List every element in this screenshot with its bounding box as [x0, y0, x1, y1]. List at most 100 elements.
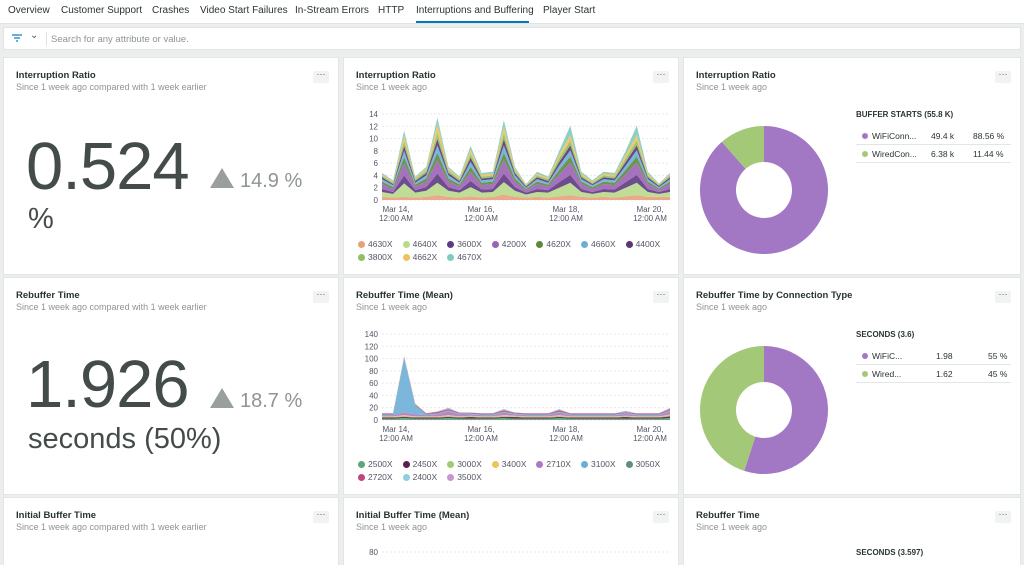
billboard-unit: %: [28, 203, 54, 235]
legend-item-2710X[interactable]: 2710X: [536, 459, 571, 472]
legend-label: 4640X: [412, 239, 438, 249]
legend-dot: [491, 461, 499, 468]
legend-item-3000X[interactable]: 3000X: [447, 459, 482, 472]
y-tick-label: 2: [374, 184, 379, 193]
series-area-2710X[interactable]: [382, 411, 670, 417]
x-tick-label: 12:00 AM: [464, 434, 498, 443]
series-area-3000X[interactable]: [382, 415, 670, 418]
legend-item-4200X[interactable]: 4200X: [491, 239, 526, 252]
x-tick-label: Mar 18,: [552, 425, 579, 434]
filter-bar: ⌄: [3, 27, 1021, 50]
card-menu-button[interactable]: ···: [313, 290, 329, 303]
legend-item-2720X[interactable]: 2720X: [358, 472, 393, 485]
legend-item-2450X[interactable]: 2450X: [402, 459, 438, 472]
x-tick-label: 12:00 AM: [379, 214, 413, 223]
x-tick-label: Mar 20,: [636, 205, 663, 214]
card-menu-button[interactable]: ···: [995, 510, 1011, 523]
table-row[interactable]: WiredCon... 6.38 k 11.44 %: [856, 145, 1011, 163]
tab-in-stream-errors[interactable]: In-Stream Errors: [295, 5, 369, 16]
table-row[interactable]: Wired... 1.62 45 %: [856, 365, 1011, 383]
tab-crashes[interactable]: Crashes: [152, 5, 190, 16]
tab-bar: Overview Customer Support Crashes Video …: [0, 0, 1024, 24]
series-area-2400X[interactable]: [382, 356, 670, 414]
search-input[interactable]: [51, 31, 951, 47]
legend-item-3400X[interactable]: 3400X: [491, 459, 526, 472]
card-title: Interruption Ratio: [696, 70, 776, 81]
legend-dot: [402, 461, 410, 468]
interruption-ratio-area-card: Interruption Ratio Since 1 week ago ··· …: [343, 57, 679, 275]
pie-slice-1[interactable]: [721, 126, 764, 169]
series-area-4630X[interactable]: [382, 194, 670, 200]
pie-slice-0[interactable]: [700, 126, 828, 254]
series-area-3050X[interactable]: [382, 357, 670, 415]
tab-video-start-failures[interactable]: Video Start Failures: [200, 5, 288, 16]
card-menu-button[interactable]: ···: [653, 510, 669, 523]
series-area-3100X[interactable]: [382, 358, 670, 416]
legend-dot: [491, 241, 499, 248]
rebuffer-seconds-donut-chart: [700, 346, 828, 474]
y-tick-label: 140: [365, 330, 379, 339]
legend-item-3100X[interactable]: 3100X: [580, 459, 616, 472]
legend-item-3500X[interactable]: 3500X: [447, 472, 482, 485]
legend-item-4660X[interactable]: 4660X: [580, 239, 616, 252]
legend-item-4630X[interactable]: 4630X: [358, 239, 393, 252]
tab-overview[interactable]: Overview: [8, 5, 50, 16]
series-area-3400X[interactable]: [382, 414, 670, 417]
legend-item-3050X[interactable]: 3050X: [625, 459, 660, 472]
pie-slice-0[interactable]: [744, 346, 828, 474]
x-tick-label: 12:00 AM: [633, 214, 667, 223]
x-tick-label: Mar 20,: [636, 425, 663, 434]
card-menu-button[interactable]: ···: [313, 70, 329, 83]
card-menu-button[interactable]: ···: [313, 510, 329, 523]
y-tick-label: 100: [365, 355, 379, 364]
series-area-4200X[interactable]: [382, 160, 670, 193]
y-tick-label: 6: [374, 159, 379, 168]
pie-slice-1[interactable]: [700, 346, 764, 471]
card-menu-button[interactable]: ···: [653, 70, 669, 83]
legend-label: 2450X: [412, 459, 438, 469]
tab-interruptions-and-buffering[interactable]: Interruptions and Buffering: [416, 5, 534, 16]
legend-dot: [536, 461, 544, 468]
tab-customer-support[interactable]: Customer Support: [61, 5, 143, 16]
legend-label: 2400X: [412, 472, 438, 482]
legend-item-3800X[interactable]: 3800X: [358, 252, 393, 265]
tab-http[interactable]: HTTP: [378, 5, 405, 16]
legend-item-2400X[interactable]: 2400X: [402, 472, 438, 485]
legend-item-4640X[interactable]: 4640X: [402, 239, 438, 252]
legend-dot: [358, 241, 365, 248]
filter-icon[interactable]: [11, 32, 23, 44]
tab-player-start[interactable]: Player Start: [543, 5, 596, 16]
series-area-3600X[interactable]: [382, 173, 670, 195]
card-menu-button[interactable]: ···: [995, 290, 1011, 303]
chevron-down-icon[interactable]: ⌄: [30, 30, 39, 41]
series-area-4640X[interactable]: [382, 182, 670, 198]
table-row[interactable]: WiFiC... 1.98 55 %: [856, 347, 1011, 365]
series-area-2450X[interactable]: [382, 416, 670, 419]
legend-item-2500X[interactable]: 2500X: [358, 459, 393, 472]
card-menu-button[interactable]: ···: [995, 70, 1011, 83]
legend-label: 4630X: [368, 239, 393, 249]
table-row[interactable]: WiFiConn... 49.4 k 88.56 %: [856, 127, 1011, 145]
legend-item-3600X[interactable]: 3600X: [447, 239, 482, 252]
buffer-starts-donut-chart: [700, 126, 828, 254]
card-subtitle: Since 1 week ago: [696, 522, 768, 532]
legend-dot: [580, 461, 588, 468]
legend-item-4620X[interactable]: 4620X: [536, 239, 571, 252]
row-name: Wired...: [872, 369, 902, 379]
series-area-2720X[interactable]: [382, 357, 670, 414]
series-area-3500X[interactable]: [382, 356, 670, 414]
legend-item-4662X[interactable]: 4662X: [402, 252, 438, 265]
rebuffer-seconds-table: SECONDS (3.6) WiFiC... 1.98 55 % Wired..…: [856, 330, 1011, 383]
y-tick-label: 4: [374, 171, 379, 180]
billboard-unit: seconds (50%): [28, 423, 222, 455]
series-area-2500X[interactable]: [382, 418, 670, 420]
x-tick-label: Mar 16,: [467, 425, 494, 434]
legend-item-4670X[interactable]: 4670X: [447, 252, 482, 265]
y-tick-label: 0: [374, 416, 379, 425]
card-menu-button[interactable]: ···: [653, 290, 669, 303]
legend-item-4400X[interactable]: 4400X: [625, 239, 660, 252]
legend-dot: [447, 241, 455, 248]
row-value: 49.4 k: [931, 131, 955, 141]
legend-label: 4662X: [412, 252, 438, 262]
